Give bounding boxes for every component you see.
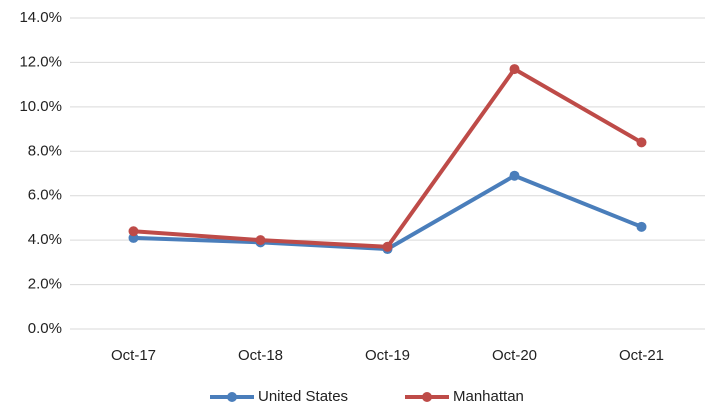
point <box>255 235 266 246</box>
x-tick-label: Oct-19 <box>365 347 410 364</box>
legend-label: Manhattan <box>453 388 524 405</box>
y-tick-label: 6.0% <box>28 187 62 204</box>
legend-marker <box>227 392 237 402</box>
legend-marker <box>422 392 432 402</box>
y-tick-label: 12.0% <box>19 53 62 70</box>
point <box>382 241 393 252</box>
y-tick-label: 8.0% <box>28 142 62 159</box>
point <box>128 226 139 237</box>
y-tick-label: 2.0% <box>28 276 62 293</box>
point <box>509 170 520 181</box>
x-tick-label: Oct-17 <box>111 347 156 364</box>
series-line <box>133 67 643 249</box>
y-tick-label: 10.0% <box>19 98 62 115</box>
point <box>509 64 520 75</box>
y-tick-label: 4.0% <box>28 231 62 248</box>
x-tick-label: Oct-20 <box>492 347 537 364</box>
point <box>636 137 647 148</box>
legend-label: United States <box>258 388 348 405</box>
point <box>636 221 647 232</box>
y-tick-label: 14.0% <box>19 9 62 26</box>
x-tick-label: Oct-18 <box>238 347 283 364</box>
y-tick-label: 0.0% <box>28 320 62 337</box>
x-tick-label: Oct-21 <box>619 347 664 364</box>
